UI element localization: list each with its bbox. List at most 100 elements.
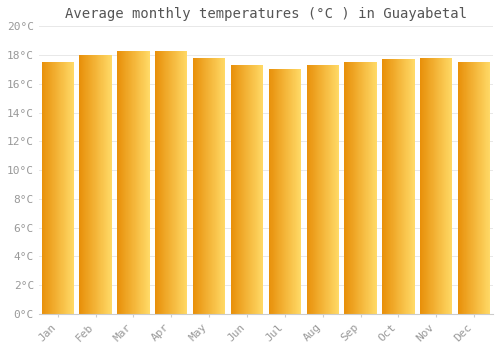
Bar — [357, 62, 358, 314]
Bar — [316, 65, 317, 314]
Bar — [313, 65, 314, 314]
Bar — [106, 55, 107, 314]
Bar — [488, 62, 489, 314]
Bar — [348, 62, 349, 314]
Bar — [210, 58, 211, 314]
Bar — [184, 51, 185, 314]
Bar — [322, 65, 323, 314]
Bar — [141, 51, 142, 314]
Bar — [318, 65, 319, 314]
Bar — [214, 58, 215, 314]
Bar — [319, 65, 320, 314]
Bar — [245, 65, 246, 314]
Bar — [239, 65, 240, 314]
Bar — [329, 65, 330, 314]
Bar — [389, 60, 390, 314]
Bar — [280, 69, 281, 314]
Bar — [413, 60, 414, 314]
Bar — [335, 65, 336, 314]
Bar — [254, 65, 255, 314]
Bar — [337, 65, 338, 314]
Bar — [310, 65, 311, 314]
Bar — [361, 62, 362, 314]
Bar — [464, 62, 465, 314]
Bar — [392, 60, 393, 314]
Bar — [109, 55, 110, 314]
Bar — [472, 62, 473, 314]
Bar — [63, 62, 64, 314]
Bar — [126, 51, 127, 314]
Bar — [446, 58, 447, 314]
Bar — [130, 51, 131, 314]
Bar — [193, 58, 194, 314]
Bar — [410, 60, 411, 314]
Bar — [204, 58, 205, 314]
Bar — [403, 60, 404, 314]
Bar — [467, 62, 468, 314]
Bar — [363, 62, 364, 314]
Bar — [327, 65, 328, 314]
Bar — [356, 62, 357, 314]
Bar — [442, 58, 443, 314]
Bar — [368, 62, 369, 314]
Bar — [231, 65, 232, 314]
Bar — [194, 58, 195, 314]
Bar — [198, 58, 199, 314]
Bar — [354, 62, 355, 314]
Bar — [135, 51, 136, 314]
Bar — [451, 58, 452, 314]
Bar — [479, 62, 480, 314]
Bar — [220, 58, 221, 314]
Bar — [390, 60, 391, 314]
Bar — [473, 62, 474, 314]
Bar — [439, 58, 440, 314]
Bar — [347, 62, 348, 314]
Bar — [66, 62, 67, 314]
Bar — [160, 51, 161, 314]
Bar — [209, 58, 210, 314]
Bar — [353, 62, 354, 314]
Bar — [294, 69, 295, 314]
Bar — [240, 65, 241, 314]
Bar — [312, 65, 313, 314]
Bar — [82, 55, 84, 314]
Bar — [238, 65, 239, 314]
Bar — [482, 62, 483, 314]
Bar — [422, 58, 423, 314]
Bar — [364, 62, 365, 314]
Bar — [52, 62, 53, 314]
Bar — [480, 62, 481, 314]
Bar — [283, 69, 284, 314]
Bar — [105, 55, 106, 314]
Bar — [426, 58, 427, 314]
Bar — [162, 51, 164, 314]
Bar — [360, 62, 361, 314]
Bar — [274, 69, 275, 314]
Bar — [372, 62, 373, 314]
Bar — [315, 65, 316, 314]
Bar — [242, 65, 243, 314]
Bar — [317, 65, 318, 314]
Bar — [147, 51, 148, 314]
Bar — [85, 55, 86, 314]
Bar — [196, 58, 197, 314]
Bar — [397, 60, 398, 314]
Bar — [213, 58, 214, 314]
Bar — [170, 51, 171, 314]
Bar — [326, 65, 327, 314]
Bar — [54, 62, 55, 314]
Bar — [250, 65, 251, 314]
Bar — [286, 69, 287, 314]
Bar — [374, 62, 375, 314]
Bar — [424, 58, 425, 314]
Bar — [398, 60, 399, 314]
Bar — [140, 51, 141, 314]
Bar — [56, 62, 57, 314]
Bar — [249, 65, 250, 314]
Bar — [307, 65, 308, 314]
Bar — [233, 65, 234, 314]
Bar — [300, 69, 301, 314]
Bar — [108, 55, 109, 314]
Bar — [136, 51, 137, 314]
Bar — [432, 58, 433, 314]
